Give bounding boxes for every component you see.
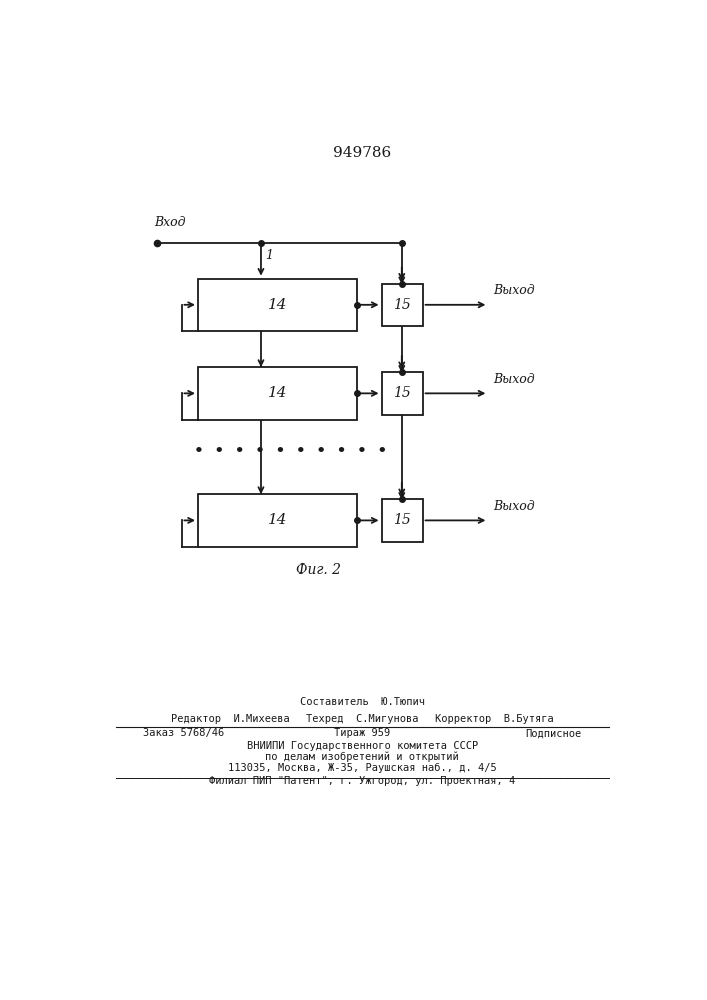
Text: Вход: Вход [154,216,186,229]
Bar [382,499,423,542]
Text: Заказ 5768/46: Заказ 5768/46 [144,728,224,738]
Bar [382,284,423,326]
Bar [198,367,357,420]
Text: Выход: Выход [493,284,534,297]
Text: 14: 14 [268,513,287,527]
Text: 15: 15 [393,513,411,527]
Text: •  •  •  •  •  •  •  •  •  •: • • • • • • • • • • [194,444,387,458]
Text: 14: 14 [268,386,287,400]
Text: по делам изобретений и открытий: по делам изобретений и открытий [265,752,460,762]
Bar [198,494,357,547]
Text: 949786: 949786 [333,146,392,160]
Text: Выход: Выход [493,500,534,513]
Text: Корректор  В.Бутяга: Корректор В.Бутяга [436,714,554,724]
Text: Редактор  И.Михеева: Редактор И.Михеева [170,714,289,724]
Bar [198,279,357,331]
Text: Выход: Выход [493,373,534,386]
Text: 15: 15 [393,298,411,312]
Text: Подписное: Подписное [525,728,582,738]
Text: Составитель  Ю.Тюпич: Составитель Ю.Тюпич [300,697,425,707]
Bar [382,372,423,415]
Text: 14: 14 [268,298,287,312]
Text: 1: 1 [265,249,274,262]
Text: 15: 15 [393,386,411,400]
Text: Филиал ПИП "Патент", г. Ужгород, ул. Проектная, 4: Филиал ПИП "Патент", г. Ужгород, ул. Про… [209,776,515,786]
Text: Тираж 959: Тираж 959 [334,728,390,738]
Text: ВНИИПИ Государственного комитета СССР: ВНИИПИ Государственного комитета СССР [247,741,478,751]
Text: 113035, Москва, Ж-35, Раушская наб., д. 4/5: 113035, Москва, Ж-35, Раушская наб., д. … [228,763,497,773]
Text: Техред  С.Мигунова: Техред С.Мигунова [306,714,419,724]
Text: Фиг. 2: Фиг. 2 [296,563,341,577]
